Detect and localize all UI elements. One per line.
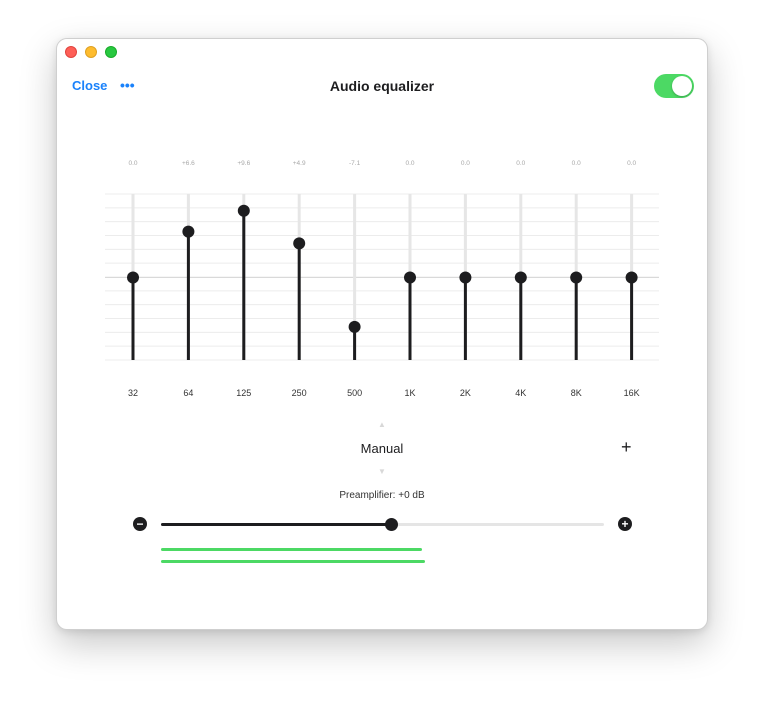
- band-frequency-label: 8K: [571, 388, 582, 398]
- band-slider-1k[interactable]: 0.0 1K: [404, 160, 416, 398]
- band-frequency-label: 16K: [624, 388, 640, 398]
- band-slider-64[interactable]: +6.6 64: [182, 160, 195, 398]
- band-slider-250[interactable]: +4.9 250: [292, 160, 307, 398]
- band-frequency-label: 32: [128, 388, 138, 398]
- band-frequency-label: 4K: [515, 388, 526, 398]
- level-meter-left: [161, 548, 422, 551]
- close-window-button[interactable]: [65, 46, 77, 58]
- more-options-icon[interactable]: •••: [120, 77, 135, 93]
- level-meter-right: [161, 560, 425, 563]
- band-knob[interactable]: [625, 271, 638, 284]
- preamp-slider-knob[interactable]: [385, 518, 399, 531]
- band-knob[interactable]: [348, 320, 361, 333]
- band-gain-label: 0.0: [461, 160, 470, 167]
- band-slider-8k[interactable]: 0.0 8K: [570, 160, 583, 398]
- band-gain-label: 0.0: [405, 160, 414, 167]
- band-knob[interactable]: [570, 271, 583, 284]
- band-gain-label: 0.0: [572, 160, 581, 167]
- add-preset-button[interactable]: +: [621, 437, 632, 457]
- band-slider-16k[interactable]: 0.0 16K: [624, 160, 640, 398]
- band-knob[interactable]: [514, 271, 527, 284]
- band-gain-label: 0.0: [516, 160, 525, 167]
- equalizer-toggle[interactable]: [654, 74, 694, 98]
- band-frequency-label: 64: [183, 388, 193, 398]
- close-button[interactable]: Close: [72, 78, 108, 93]
- band-knob[interactable]: [237, 204, 250, 217]
- band-knob[interactable]: [127, 271, 139, 284]
- band-frequency-label: 2K: [460, 388, 471, 398]
- band-frequency-label: 125: [236, 388, 251, 398]
- band-knob[interactable]: [293, 237, 306, 250]
- band-slider-125[interactable]: +9.6 125: [236, 160, 251, 398]
- band-gain-label: +9.6: [237, 160, 250, 167]
- preset-name: Manual: [360, 441, 404, 456]
- band-gain-label: 0.0: [627, 160, 636, 167]
- band-gain-label: +4.9: [293, 160, 306, 167]
- minimize-window-button[interactable]: [85, 46, 97, 58]
- preset-up-icon[interactable]: ▲: [378, 420, 386, 429]
- equalizer-bands: 0.032+6.664+9.6125+4.9250-7.15000.01K0.0…: [105, 160, 659, 398]
- zoom-window-button[interactable]: [105, 46, 117, 58]
- band-frequency-label: 500: [347, 388, 362, 398]
- preamp-label: Preamplifier: +0 dB: [57, 490, 709, 501]
- band-knob[interactable]: [404, 271, 416, 284]
- band-knob[interactable]: [182, 225, 195, 238]
- band-slider-2k[interactable]: 0.0 2K: [459, 160, 472, 398]
- preset-selector[interactable]: Manual: [57, 441, 709, 456]
- band-knob[interactable]: [459, 271, 472, 284]
- band-gain-label: +6.6: [182, 160, 195, 167]
- equalizer-window: Close ••• Audio equalizer 0.0 32 +6.6 64 +9.…: [56, 38, 708, 630]
- preamp-label-text: Preamplifier: +0 dB: [339, 490, 425, 501]
- band-frequency-label: 250: [292, 388, 307, 398]
- preset-down-icon[interactable]: ▼: [378, 467, 386, 476]
- band-frequency-label: 1K: [404, 388, 415, 398]
- toggle-knob: [672, 76, 692, 96]
- band-slider-32[interactable]: 0.0 32: [127, 160, 139, 398]
- preamp-slider[interactable]: [161, 518, 604, 531]
- page-title: Audio equalizer: [329, 78, 435, 94]
- preamp-slider-fill: [161, 523, 392, 526]
- preamp-increase-button[interactable]: +: [618, 517, 632, 531]
- band-gain-label: 0.0: [128, 160, 137, 167]
- band-slider-4k[interactable]: 0.0 4K: [514, 160, 527, 398]
- band-gain-label: -7.1: [349, 160, 361, 167]
- preamp-decrease-button[interactable]: −: [133, 517, 147, 531]
- band-slider-500[interactable]: -7.1 500: [347, 160, 362, 398]
